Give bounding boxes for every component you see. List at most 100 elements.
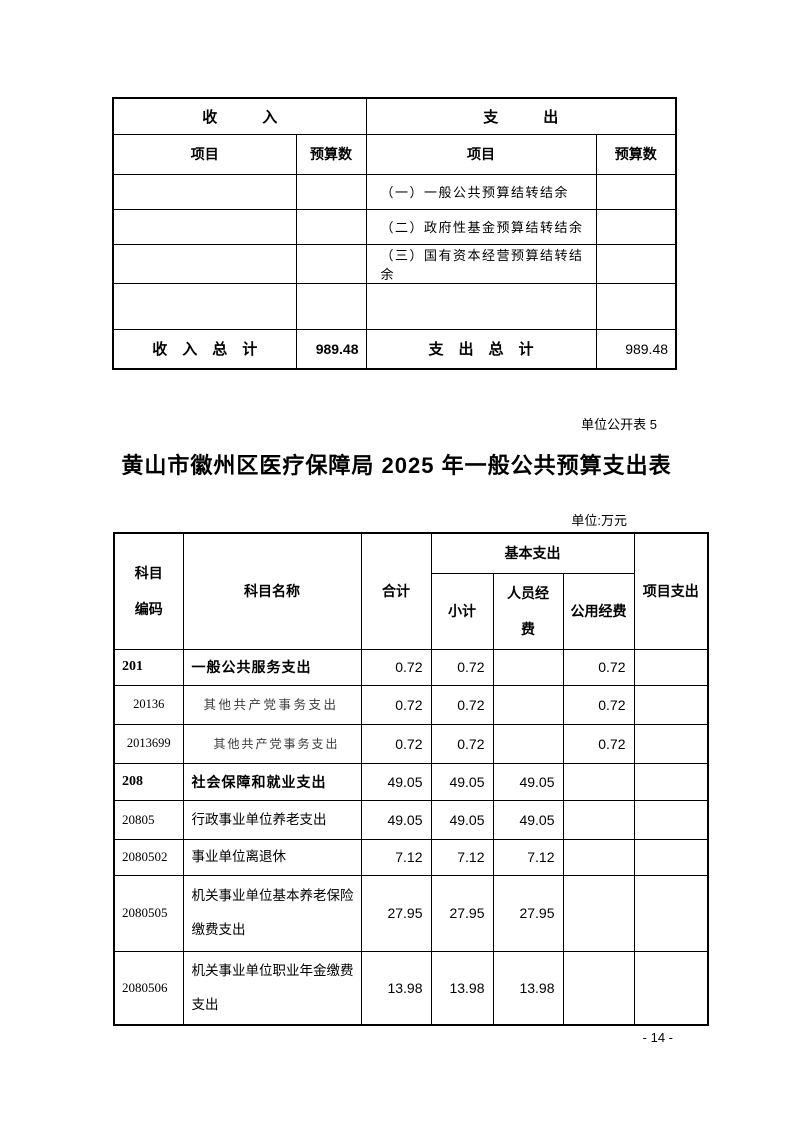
subject-name-cell: 社会保障和就业支出: [182, 762, 362, 801]
personnel-cell: 49.05: [492, 762, 564, 801]
income-budget-header: 预算数: [295, 133, 367, 175]
table-row: 20136 其他共产党事务支出 0.72 0.72 0.72: [113, 684, 709, 725]
subtotal-cell: 13.98: [430, 950, 494, 1026]
total-cell: 0.72: [360, 723, 432, 764]
income-item-cell: [112, 243, 297, 284]
personnel-cell: 49.05: [492, 799, 564, 840]
subject-code-cell: 2080505: [113, 874, 184, 952]
subject-name-cell: 其他共产党事务支出: [182, 723, 362, 764]
subtotal-cell: 0.72: [430, 648, 494, 686]
income-total-label: 收 入 总 计: [112, 328, 297, 370]
project-cell: [633, 838, 709, 876]
header-subtotal: 小计: [430, 572, 494, 650]
public-cell: [562, 874, 635, 952]
table-row: 20805 行政事业单位养老支出 49.05 49.05 49.05: [113, 799, 709, 840]
subject-code-cell: 20136: [113, 684, 184, 725]
table-row: 2013699 其他共产党事务支出 0.72 0.72 0.72: [113, 723, 709, 764]
expense-item-header: 项目: [365, 133, 597, 175]
public-cell: [562, 799, 635, 840]
table-row: （一）一般公共预算结转结余: [112, 173, 677, 210]
page-number: - 14 -: [642, 1030, 673, 1045]
table-row: 208 社会保障和就业支出 49.05 49.05 49.05: [113, 762, 709, 801]
income-item-cell: [112, 173, 297, 210]
total-cell: 49.05: [360, 762, 432, 801]
public-cell: [562, 762, 635, 801]
subject-code-cell: 2080506: [113, 950, 184, 1026]
table-row: 2080505 机关事业单位基本养老保险缴费支出 27.95 27.95 27.…: [113, 874, 709, 952]
total-cell: 0.72: [360, 684, 432, 725]
table-row: 2080506 机关事业单位职业年金缴费支出 13.98 13.98 13.98: [113, 950, 709, 1026]
project-cell: [633, 684, 709, 725]
project-cell: [633, 723, 709, 764]
subject-code-cell: 208: [113, 762, 184, 801]
personnel-cell: 7.12: [492, 838, 564, 876]
subject-name-cell: 行政事业单位养老支出: [182, 799, 362, 840]
expense-item-cell: （一）一般公共预算结转结余: [365, 173, 597, 210]
subtotal-cell: 0.72: [430, 723, 494, 764]
income-budget-cell: [295, 208, 367, 245]
total-cell: 13.98: [360, 950, 432, 1026]
subject-name-cell: 机关事业单位基本养老保险缴费支出: [182, 874, 362, 952]
total-cell: 0.72: [360, 648, 432, 686]
total-cell: 49.05: [360, 799, 432, 840]
header-personnel-funds: 人员经费: [492, 572, 564, 650]
subject-code-cell: 201: [113, 648, 184, 686]
total-row: 收 入 总 计 989.48 支 出 总 计 989.48: [112, 328, 677, 370]
income-section-title: 收 入: [112, 97, 367, 135]
subject-name-cell: 事业单位离退休: [182, 838, 362, 876]
table-row: （三）国有资本经营预算结转结余: [112, 243, 677, 284]
public-cell: [562, 950, 635, 1026]
table-row: （二）政府性基金预算结转结余: [112, 208, 677, 245]
public-cell: 0.72: [562, 723, 635, 764]
subtotal-cell: 49.05: [430, 799, 494, 840]
project-cell: [633, 648, 709, 686]
total-cell: 7.12: [360, 838, 432, 876]
personnel-cell: 13.98: [492, 950, 564, 1026]
subject-name-cell: 其他共产党事务支出: [182, 684, 362, 725]
subtotal-cell: 7.12: [430, 838, 494, 876]
expense-section-title: 支 出: [365, 97, 677, 135]
subtotal-cell: 49.05: [430, 762, 494, 801]
header-project-expenditure: 项目支出: [633, 532, 709, 650]
table-row: [112, 282, 677, 330]
expense-total-label: 支 出 总 计: [365, 328, 597, 370]
expense-item-cell: （二）政府性基金预算结转结余: [365, 208, 597, 245]
income-budget-cell: [295, 243, 367, 284]
income-item-header: 项目: [112, 133, 297, 175]
project-cell: [633, 799, 709, 840]
income-budget-cell: [295, 173, 367, 210]
public-cell: 0.72: [562, 684, 635, 725]
subject-code-cell: 20805: [113, 799, 184, 840]
public-cell: [562, 838, 635, 876]
table-row: 2080502 事业单位离退休 7.12 7.12 7.12: [113, 838, 709, 876]
expense-budget-cell: [595, 243, 677, 284]
subject-code-cell: 2080502: [113, 838, 184, 876]
expense-item-cell: （三）国有资本经营预算结转结余: [365, 243, 597, 284]
personnel-cell: [492, 648, 564, 686]
expense-budget-cell: [595, 282, 677, 330]
expense-budget-header: 预算数: [595, 133, 677, 175]
income-total-value: 989.48: [295, 328, 367, 370]
unit-note: 单位:万元: [571, 513, 627, 528]
table-row: 201 一般公共服务支出 0.72 0.72 0.72: [113, 648, 709, 686]
project-cell: [633, 762, 709, 801]
personnel-cell: [492, 684, 564, 725]
income-expense-summary-table: 收 入 支 出 项目 预算数 项目 预算数 （一）一般公共预算结转结余 （二）政…: [112, 97, 678, 370]
header-total: 合计: [360, 532, 432, 650]
subject-name-cell: 机关事业单位职业年金缴费支出: [182, 950, 362, 1026]
subtotal-cell: 27.95: [430, 874, 494, 952]
expense-item-cell: [365, 282, 597, 330]
total-cell: 27.95: [360, 874, 432, 952]
subject-code-cell: 2013699: [113, 723, 184, 764]
header-basic-expenditure: 基本支出: [430, 532, 635, 574]
expense-budget-cell: [595, 173, 677, 210]
income-item-cell: [112, 282, 297, 330]
budget-expenditure-table: 科目编码 科目名称 合计 基本支出 项目支出 小计 人员经费 公用经费 201 …: [113, 532, 709, 1026]
personnel-cell: [492, 723, 564, 764]
project-cell: [633, 950, 709, 1026]
public-cell: 0.72: [562, 648, 635, 686]
subject-name-cell: 一般公共服务支出: [182, 648, 362, 686]
personnel-cell: 27.95: [492, 874, 564, 952]
header-public-funds: 公用经费: [562, 572, 635, 650]
